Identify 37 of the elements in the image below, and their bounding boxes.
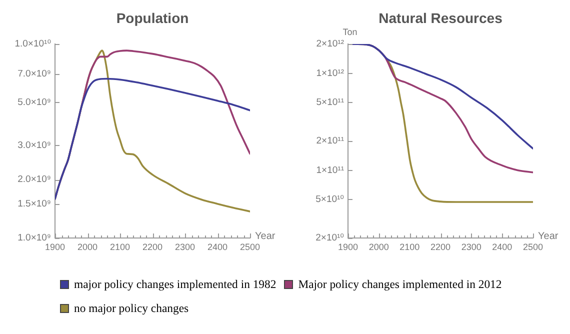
x-tick-label: 2100 (110, 242, 130, 252)
y-tick-label: 1.0×10¹⁰ (14, 38, 52, 50)
y-tick-label: 2.0×10⁹ (18, 174, 51, 186)
x-tick-label: 2000 (77, 242, 98, 252)
x-tick-label: 1900 (44, 242, 66, 252)
y-tick-label: 2×10¹⁰ (316, 232, 344, 244)
chart-title: Population (116, 10, 189, 26)
y-tick-label: 2×10¹¹ (316, 136, 344, 147)
x-tick-label: 2000 (368, 242, 389, 252)
y-tick-label: 1×10¹¹ (316, 164, 344, 176)
legend-label: major policy changes implemented in 1982 (74, 278, 276, 290)
x-tick-label: 2400 (207, 242, 228, 252)
x-tick-label: 2200 (430, 242, 451, 252)
x-tick-label: 2200 (142, 242, 163, 252)
y-tick-label: 1.0×10⁹ (18, 232, 51, 244)
y-tick-label: 7.0×10⁹ (18, 68, 51, 80)
x-tick-label: 2100 (400, 242, 420, 252)
chart-title: Natural Resources (378, 10, 503, 26)
y-tick-label: 1.5×10⁹ (18, 198, 51, 210)
x-tick-label: 2300 (174, 242, 196, 252)
y-axis-title: Ton (342, 27, 358, 37)
x-axis-title: Year (538, 230, 559, 242)
x-tick-label: 2500 (522, 242, 544, 252)
x-tick-label: 2400 (492, 242, 512, 252)
x-tick-label: 1900 (338, 242, 358, 252)
y-tick-label: 5×10¹⁰ (316, 194, 344, 206)
y-tick-label: 2×10¹² (316, 38, 344, 50)
y-tick-label: 5×10¹¹ (316, 97, 344, 108)
y-tick-label: 1×10¹² (316, 68, 344, 79)
x-axis-title: Year (255, 230, 276, 242)
line-series (55, 78, 250, 200)
x-tick-label: 2500 (240, 242, 260, 252)
legend-label: Major policy changes implemented in 2012 (298, 278, 502, 290)
y-tick-label: 5.0×10⁹ (18, 97, 51, 108)
y-tick-label: 3.0×10⁹ (18, 140, 51, 152)
legend-label: no major policy changes (74, 302, 189, 314)
x-tick-label: 2300 (461, 242, 482, 252)
